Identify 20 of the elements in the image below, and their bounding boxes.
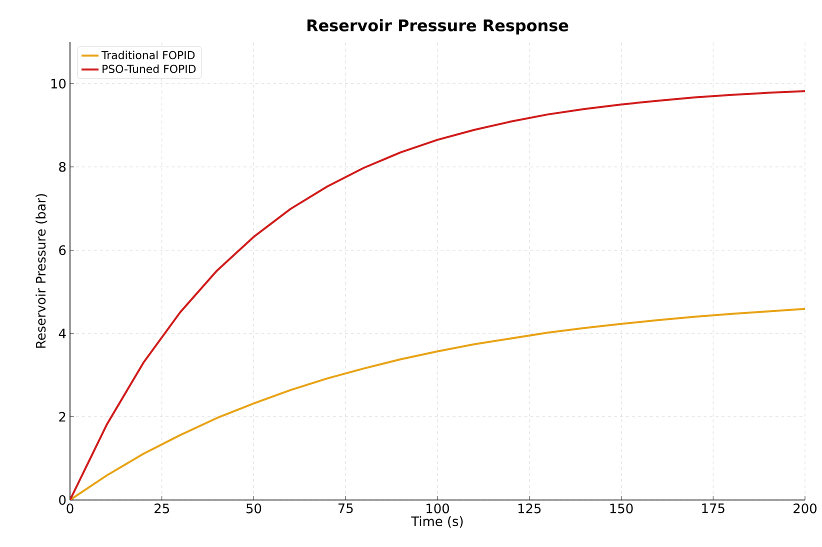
x-tick-label: 25: [154, 504, 169, 514]
y-tick-label: 6: [59, 245, 66, 256]
y-axis-title: Reservoir Pressure (bar): [36, 194, 48, 348]
x-tick-label: 100: [426, 504, 449, 514]
x-tick-label: 175: [702, 504, 724, 514]
x-tick-label: 150: [610, 504, 633, 514]
x-tick-label: 50: [246, 504, 262, 514]
legend-label: PSO-Tuned FOPID: [102, 64, 196, 74]
y-tick-label: 10: [51, 78, 66, 89]
x-tick-label: 125: [518, 504, 541, 514]
x-axis-title: Time (s): [411, 516, 463, 528]
x-tick-label: 75: [338, 504, 353, 514]
y-tick-label: 8: [59, 162, 66, 172]
chart-title: Reservoir Pressure Response: [308, 19, 568, 34]
y-tick-label: 0: [59, 495, 66, 505]
x-tick-label: 0: [66, 504, 74, 514]
legend-label: Traditional FOPID: [102, 50, 195, 60]
y-tick-label: 4: [58, 328, 66, 338]
x-tick-label: 200: [794, 504, 816, 514]
y-tick-label: 2: [59, 412, 66, 422]
